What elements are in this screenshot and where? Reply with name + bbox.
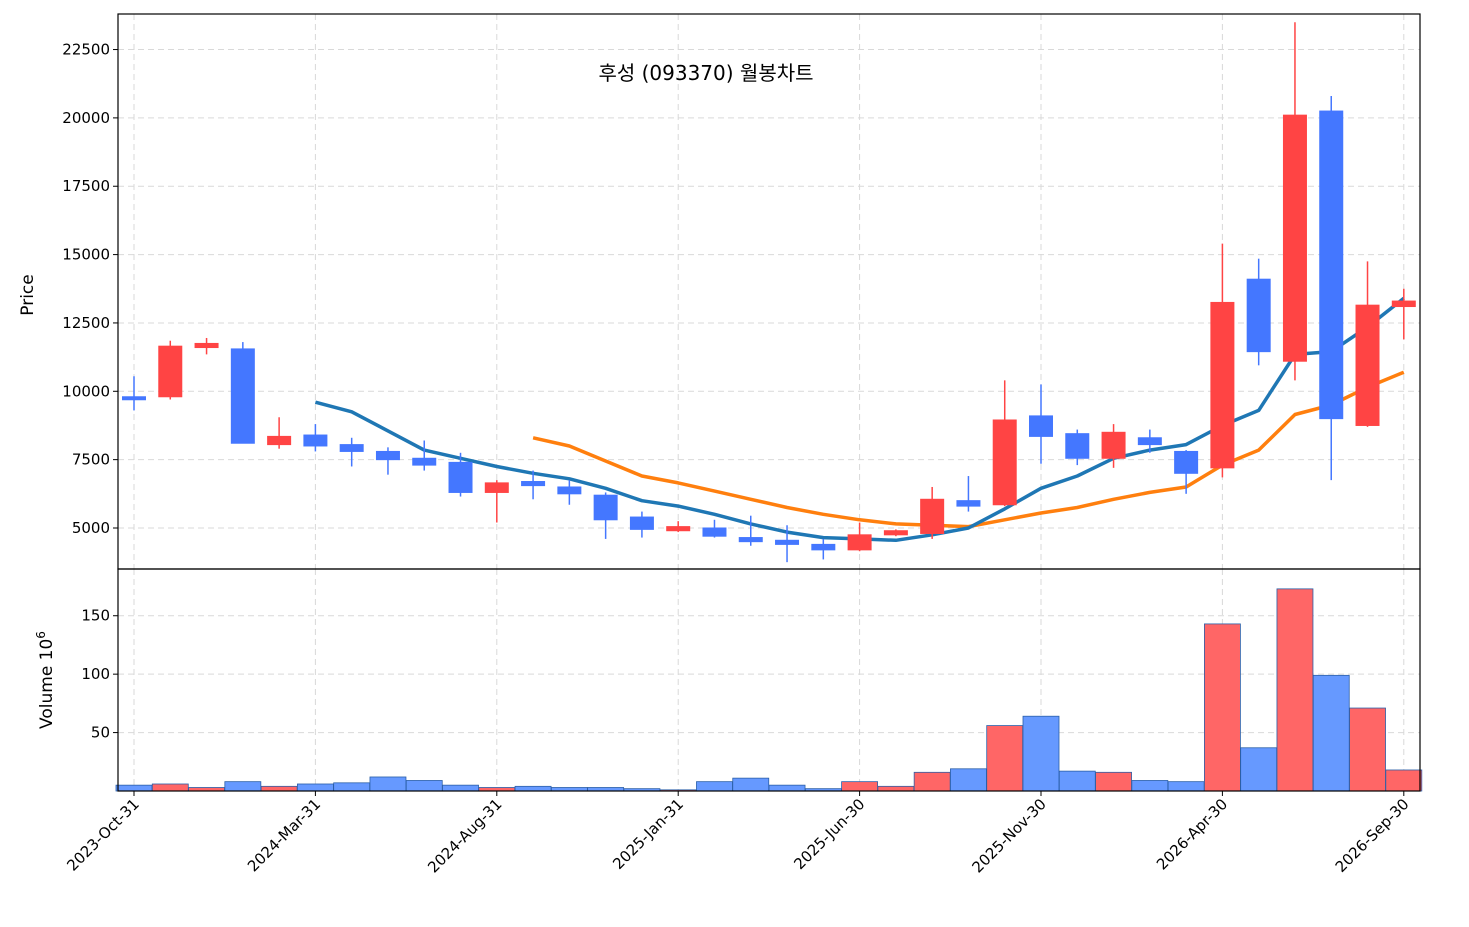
candle-body [1137,437,1162,446]
volume-bar [950,768,987,792]
price-tick-label: 20000 [62,109,110,127]
axes-layer [117,13,1421,792]
volume-bar [296,783,334,792]
price-axis-label: Price [18,274,38,315]
volume-bar [224,781,262,792]
candle-body [847,534,872,551]
candle-body [629,516,654,530]
candle-body [1029,415,1053,437]
volume-bar [986,725,1024,792]
price-tick-label: 10000 [62,382,110,400]
candle-body [122,396,146,401]
volume-panel-frame [117,568,1421,792]
candle-body [230,348,255,444]
volume-bar [1349,707,1386,792]
x-tick-label: 2023-Oct-31 [63,795,143,875]
x-tick-label: 2025-Jun-30 [790,795,868,873]
volume-bar [1385,769,1423,792]
volume-bar [115,784,153,792]
volume-bar [1131,780,1169,792]
volume-tick-label: 150 [81,607,110,625]
candle-body [738,537,763,543]
volume-bar [1204,623,1241,792]
price-tick-label: 17500 [62,177,110,195]
candle-body [992,419,1017,506]
volume-bar [405,780,443,792]
volume-bar [369,776,407,792]
volume-bar [1312,674,1350,792]
candle-body [775,539,800,545]
candle-body [1101,431,1126,459]
candle-body [339,444,364,452]
price-tick-label: 15000 [62,246,110,264]
volume-bar [1095,771,1132,792]
candle-body [303,434,328,447]
candle-body [702,527,727,537]
volume-bar [1167,781,1205,792]
volume-axis-label-base: 10 [37,639,57,661]
volume-axis-label: Volume 106 [34,631,57,729]
volume-bar [333,782,371,792]
candle-body [920,498,945,534]
volume-bar [732,777,770,792]
volume-bar [1058,770,1096,792]
candle-body [956,500,981,507]
price-tick-label: 7500 [72,451,110,469]
candle-layer [122,22,1416,563]
candle-body [557,486,582,495]
volume-bar [1022,715,1060,792]
candle-body [811,543,836,551]
price-tick-label: 12500 [62,314,110,332]
volume-bar-layer [115,588,1423,792]
candle-body [1282,114,1307,362]
candle-body [412,457,437,466]
candle-body [1210,301,1235,469]
candle-body [593,494,618,521]
candle-body [1391,300,1416,308]
chart-title: 후성 (093370) 월봉차트 [598,61,813,85]
price-tick-label: 5000 [72,519,110,537]
x-tick-label: 2025-Nov-30 [969,795,1050,876]
volume-bar [768,784,806,792]
candle-body [448,461,473,493]
candle-body [1319,110,1344,420]
candle-body [883,530,908,536]
candle-body [267,435,292,446]
candle-body [375,450,400,461]
candle-body [1065,433,1090,459]
price-panel-frame [117,13,1421,570]
volume-bar [1276,588,1314,792]
volume-bar [151,783,189,792]
volume-bar [514,785,552,792]
volume-axis-label-exponent: 6 [34,631,48,639]
volume-bar [841,781,878,792]
price-tick-label: 22500 [62,41,110,59]
candle-body [194,342,219,349]
price-grid [118,14,1420,569]
volume-bar [260,785,298,792]
x-tick-label: 2026-Apr-30 [1153,795,1231,873]
volume-bar [877,785,915,792]
candle-body [521,481,546,487]
volume-axis-label-text: Volume [37,666,57,729]
volume-tick-label: 50 [91,724,110,742]
x-tick-label: 2024-Mar-31 [244,795,324,875]
x-tick-label: 2025-Jan-31 [609,795,687,873]
candle-body [1246,278,1271,353]
candle-body [666,526,691,532]
x-tick-label: 2026-Sep-30 [1332,795,1413,876]
volume-bar [442,784,479,792]
candle-body [1174,450,1199,474]
candle-body [1355,304,1380,426]
candle-body [484,482,509,493]
volume-bar [913,771,951,792]
volume-bar [696,781,733,792]
x-tick-label: 2024-Aug-31 [424,795,505,876]
candle-body [158,345,183,398]
volume-tick-label: 100 [81,665,110,683]
volume-bar [1240,747,1278,792]
